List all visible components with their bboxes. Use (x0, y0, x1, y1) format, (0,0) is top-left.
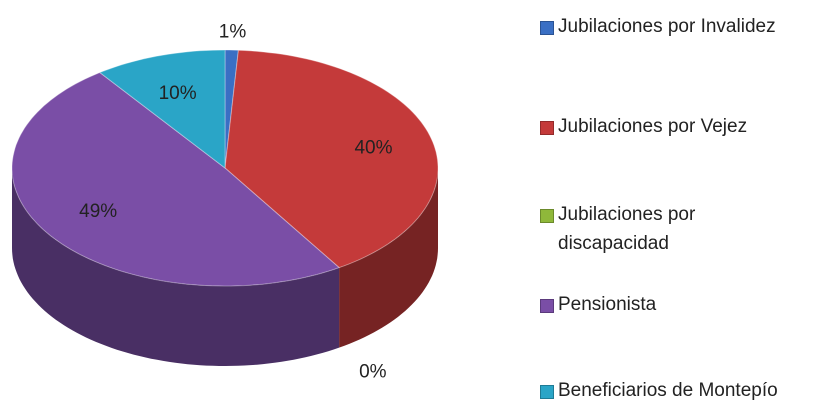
legend-label: Pensionista (558, 294, 657, 315)
slice (11, 71, 341, 287)
slice-side (339, 168, 438, 348)
legend-item: Jubilaciones por Invalidez (540, 12, 776, 41)
legend-label: Jubilaciones por Invalidez (558, 16, 776, 37)
slice (224, 49, 439, 269)
legend-swatch (540, 209, 554, 223)
pie-area: 1% 40% 0% 49% 10% (11, 21, 439, 383)
legend-label: Jubilaciones por discapacidad (558, 204, 696, 254)
slice-side (12, 168, 340, 366)
legend-swatch (540, 21, 554, 35)
legend-label: Beneficiarios de Montepío (558, 380, 778, 401)
data-label: 40% (354, 138, 392, 159)
data-label: 0% (359, 362, 387, 383)
data-label: 49% (79, 201, 117, 222)
legend-swatch (540, 299, 554, 313)
legend-item: Jubilaciones por Vejez (540, 112, 747, 141)
legend-item: Jubilaciones por discapacidad (540, 200, 733, 258)
legend-item: Pensionista (540, 290, 656, 319)
data-label: 1% (219, 21, 247, 42)
legend-label: Jubilaciones por Vejez (558, 116, 748, 137)
legend-item: Beneficiarios de Montepío (540, 376, 778, 405)
data-label: 10% (159, 83, 197, 104)
slice (98, 49, 226, 170)
legend-swatch (540, 385, 554, 399)
legend-swatch (540, 121, 554, 135)
